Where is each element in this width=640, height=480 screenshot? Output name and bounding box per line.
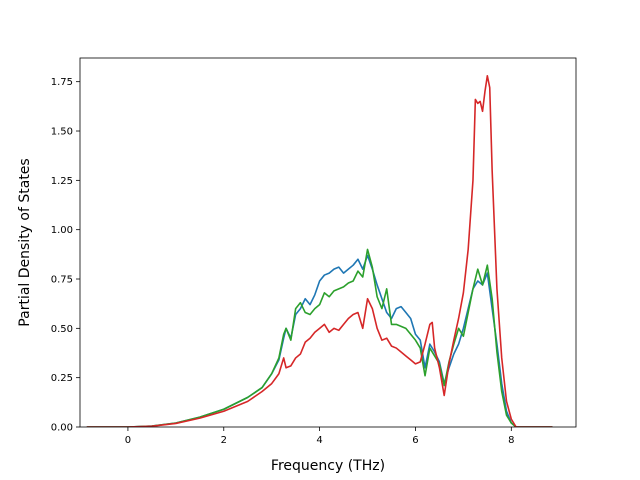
axes-frame <box>79 57 577 428</box>
y-tick-label: 1.75 <box>51 77 73 88</box>
x-axis: 0 2 4 6 8 <box>125 427 514 446</box>
y-axis-label: Partial Density of States <box>17 158 33 326</box>
y-tick-label: 0.75 <box>51 275 73 286</box>
x-tick-label: 2 <box>221 435 227 446</box>
y-axis: 0.00 0.25 0.50 0.75 1.00 1.25 1.50 1.75 <box>51 77 80 434</box>
x-tick-label: 8 <box>508 435 514 446</box>
x-tick-label: 0 <box>125 435 131 446</box>
y-tick-label: 0.50 <box>51 324 73 335</box>
x-tick-label: 4 <box>316 435 322 446</box>
series-line-2 <box>86 248 553 427</box>
y-tick-label: 0.25 <box>51 373 73 384</box>
series-line-3 <box>86 74 553 427</box>
x-axis-label: Frequency (THz) <box>271 458 385 474</box>
y-tick-label: 0.00 <box>51 423 73 434</box>
y-tick-label: 1.25 <box>51 176 73 187</box>
y-tick-label: 1.50 <box>51 127 73 138</box>
plot-area <box>86 74 553 427</box>
x-tick-label: 6 <box>412 435 418 446</box>
y-tick-label: 1.00 <box>51 225 73 236</box>
